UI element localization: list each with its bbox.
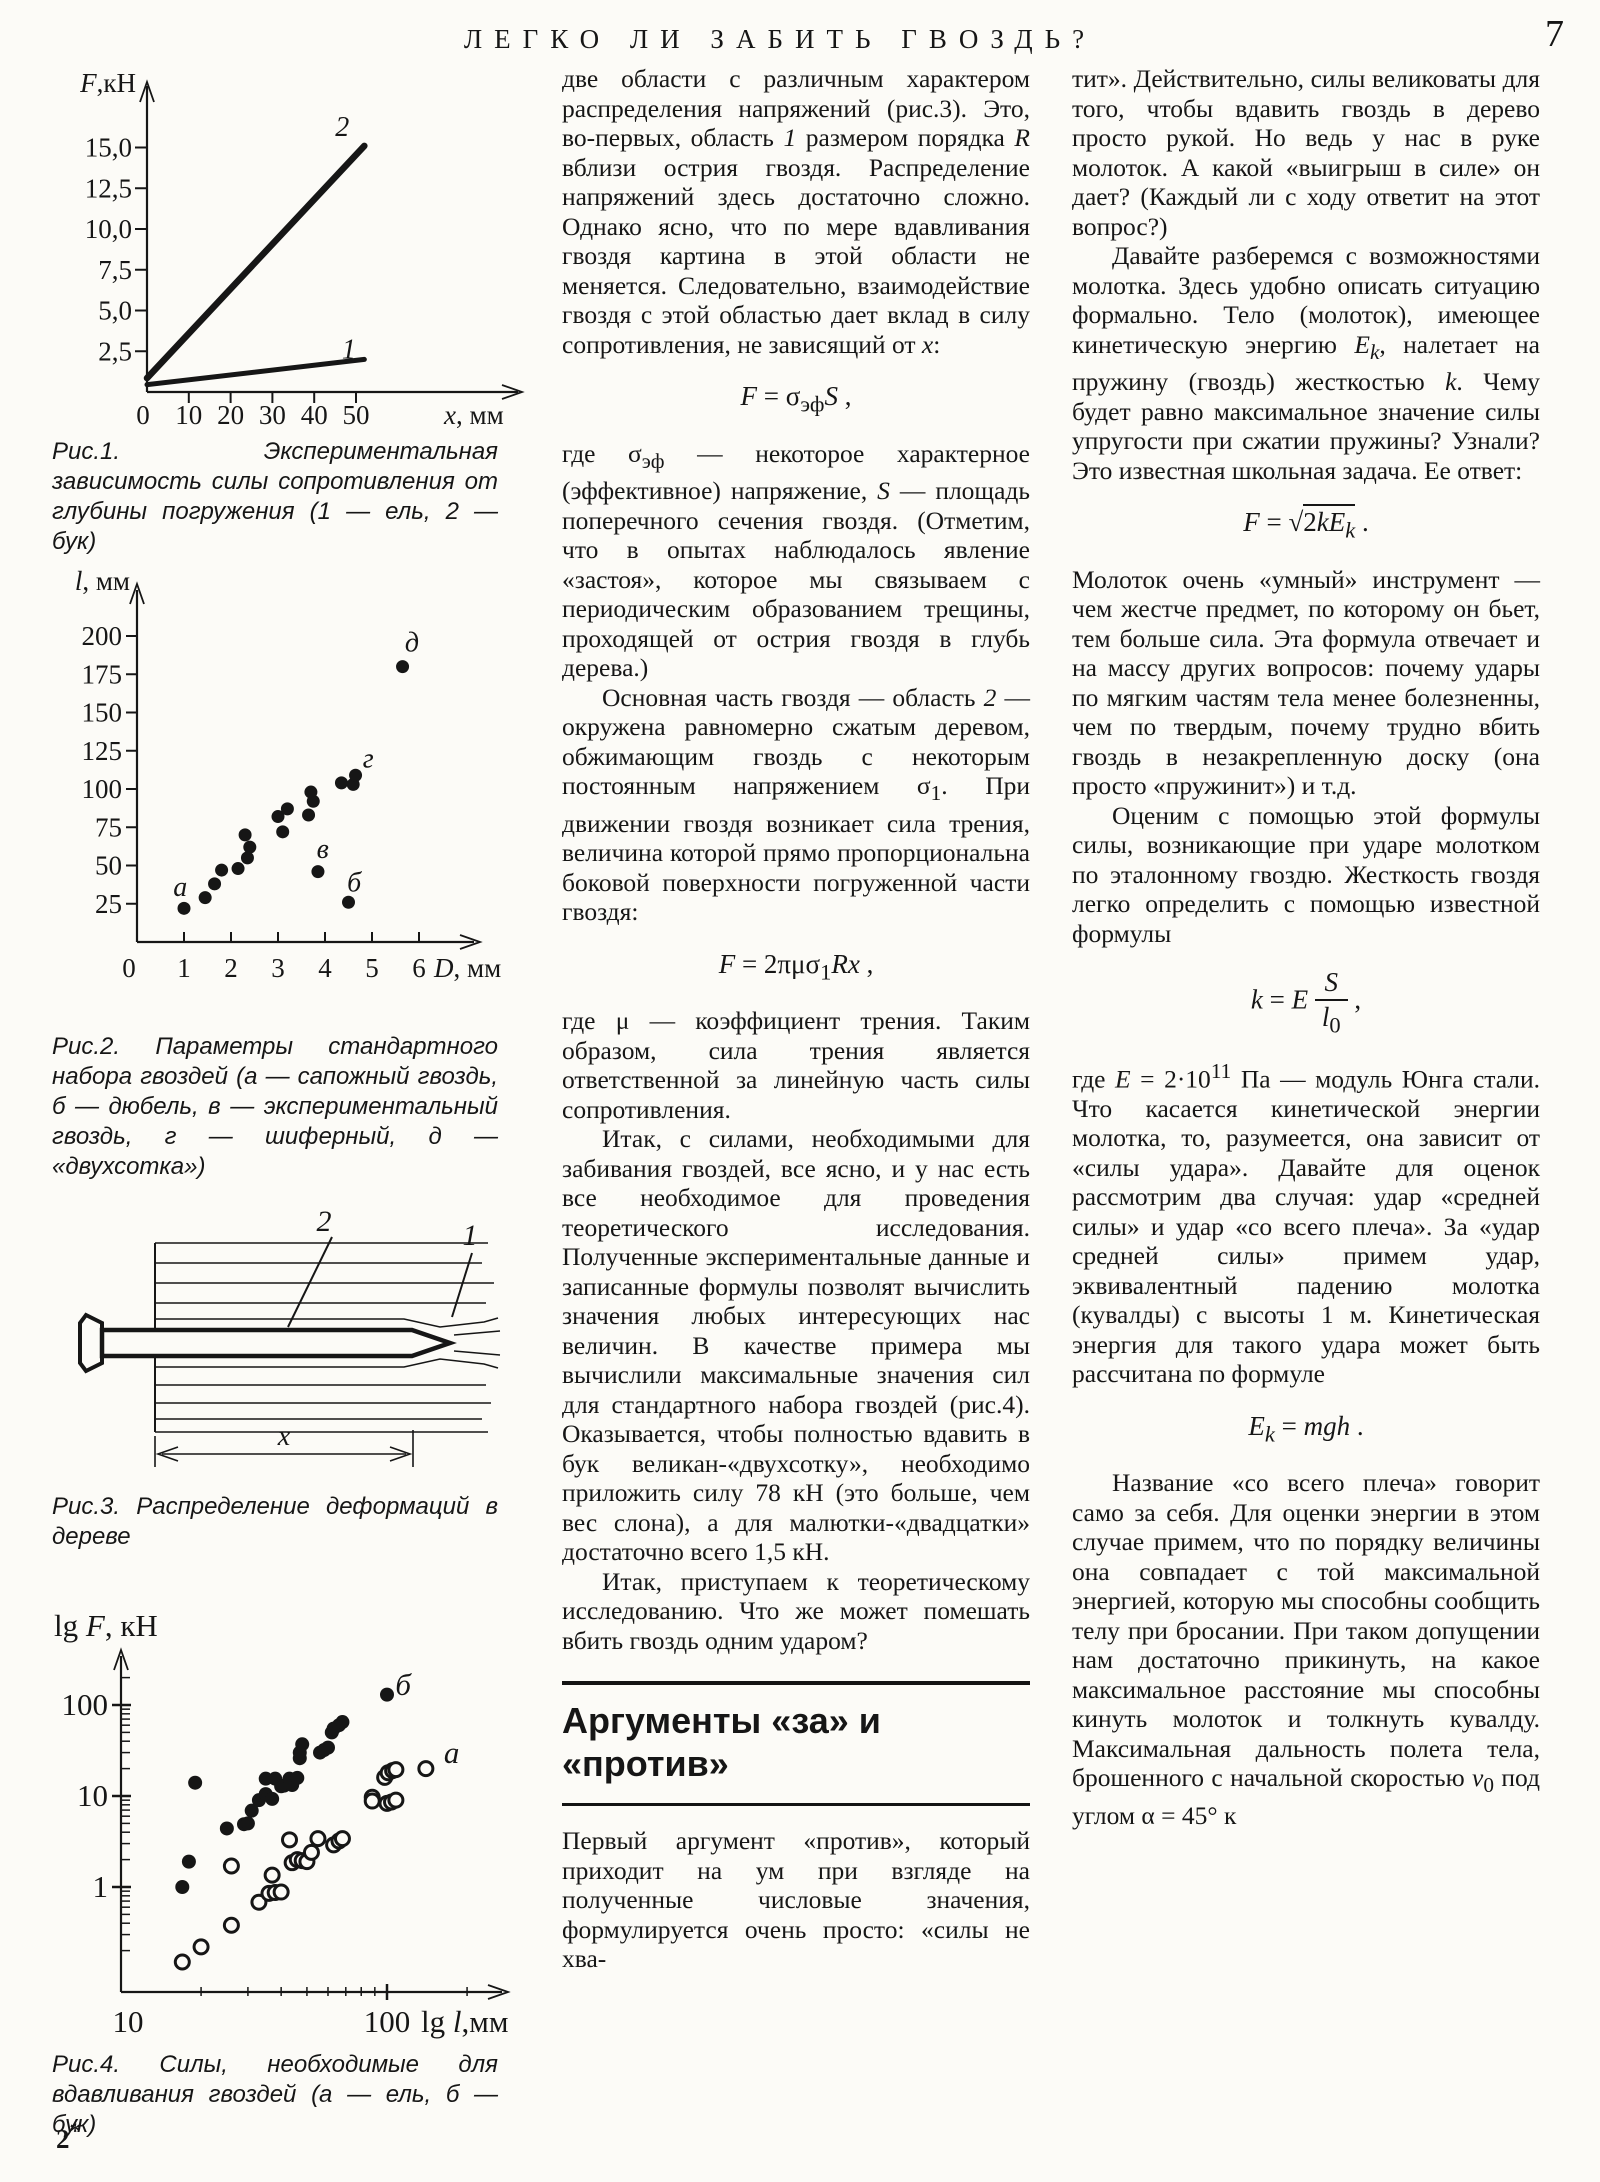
svg-text:2: 2 bbox=[335, 112, 349, 143]
svg-text:10: 10 bbox=[113, 2004, 144, 2039]
svg-text:12,5: 12,5 bbox=[85, 173, 132, 203]
svg-text:50: 50 bbox=[95, 851, 122, 881]
paragraph: Давайте разберемся с возможностями молот… bbox=[1072, 241, 1541, 485]
svg-text:д: д bbox=[405, 627, 419, 658]
paragraph: Первый аргумент «против», который приход… bbox=[562, 1826, 1030, 1974]
page-number: 7 bbox=[1545, 13, 1564, 55]
svg-text:30: 30 bbox=[259, 400, 286, 430]
figure-4-caption: Рис.4. Силы, необходимые для вдавливания… bbox=[52, 2051, 498, 2138]
paragraph: Основная часть гвоздя — область 2 — окру… bbox=[562, 682, 1031, 927]
svg-text:1: 1 bbox=[463, 1219, 478, 1252]
figure-3-caption: Рис.3. Распределение деформаций в дереве bbox=[52, 1493, 498, 1550]
svg-text:г: г bbox=[363, 744, 374, 775]
svg-text:в: в bbox=[317, 834, 329, 865]
svg-text:x, мм: x, мм bbox=[443, 400, 504, 430]
middle-column: две области с различным характером распр… bbox=[562, 64, 1030, 1974]
figure-2-scatter-chart: 25 50 75 100 125 150 175 200 0 1 2 3 4 5 6 l, мм D, мм а б… bbox=[36, 550, 536, 1025]
paragraph: где μ — коэффициент трения. Таким образо… bbox=[562, 1006, 1030, 1124]
formula-kinetic-energy: Ek = mgh . bbox=[1248, 1410, 1364, 1446]
svg-text:F,кН: F,кН bbox=[79, 68, 136, 98]
svg-text:1: 1 bbox=[93, 1869, 109, 1904]
paragraph: Название «со всего плеча» говорит само з… bbox=[1072, 1468, 1540, 1830]
right-column: тит». Действительно, силы великоваты для… bbox=[1072, 64, 1540, 1830]
svg-text:б: б bbox=[395, 1667, 412, 1702]
svg-text:100: 100 bbox=[364, 2004, 411, 2039]
svg-text:lg l,мм: lg l,мм bbox=[421, 2004, 508, 2039]
svg-text:6: 6 bbox=[412, 953, 426, 983]
paragraph: где E = 2·1011 Па — модуль Юнга стали. Ч… bbox=[1072, 1058, 1541, 1389]
svg-text:б: б bbox=[347, 868, 362, 899]
svg-text:50: 50 bbox=[343, 400, 370, 430]
section-heading: Аргументы «за» и «против» bbox=[562, 1681, 1030, 1807]
paragraph: Оценим с помощью этой формулы силы, возн… bbox=[1072, 800, 1540, 948]
paragraph: где σэф — некоторое характерное (эффекти… bbox=[562, 438, 1030, 683]
svg-text:15,0: 15,0 bbox=[85, 133, 132, 163]
paragraph: Итак, с силами, необходимыми для забиван… bbox=[562, 1124, 1030, 1567]
fig2-svg: 25 50 75 100 125 150 175 200 0 1 2 3 4 5 6 l, мм D, мм а б… bbox=[75, 566, 501, 983]
fig1-svg: 2,5 5,0 7,5 10,0 12,5 15,0 0 10 20 30 40 50 F,кН x, м… bbox=[79, 68, 525, 430]
fig3-svg: 2 1 x bbox=[78, 1205, 501, 1467]
svg-text:100: 100 bbox=[82, 774, 123, 804]
svg-text:0: 0 bbox=[136, 400, 150, 430]
svg-text:lg F, кН: lg F, кН bbox=[54, 1608, 158, 1643]
svg-text:l, мм: l, мм bbox=[75, 566, 130, 596]
svg-text:3: 3 bbox=[271, 953, 285, 983]
svg-text:0: 0 bbox=[122, 953, 136, 983]
svg-text:200: 200 bbox=[82, 621, 123, 651]
svg-text:20: 20 bbox=[217, 400, 244, 430]
svg-text:5,0: 5,0 bbox=[98, 296, 132, 326]
paragraph: Молоток очень «умный» инструмент — чем ж… bbox=[1072, 564, 1540, 801]
svg-text:10,0: 10,0 bbox=[85, 214, 132, 244]
svg-text:2,5: 2,5 bbox=[98, 336, 132, 366]
paragraph: Итак, приступаем к теоретическому исслед… bbox=[562, 1566, 1030, 1655]
formula-effective-stress: F = σэфS , bbox=[740, 381, 852, 417]
svg-text:10: 10 bbox=[175, 400, 202, 430]
formula-friction-force: F = 2πμσ1Rx , bbox=[718, 948, 874, 985]
svg-text:150: 150 bbox=[82, 698, 123, 728]
svg-text:4: 4 bbox=[318, 953, 332, 983]
svg-text:2: 2 bbox=[317, 1205, 332, 1238]
svg-text:175: 175 bbox=[82, 659, 123, 689]
fig4-svg: 1 10 100 10 100 lg l,мм lg F, кН ба bbox=[54, 1608, 511, 2039]
svg-text:25: 25 bbox=[95, 889, 122, 919]
svg-text:а: а bbox=[444, 1735, 460, 1770]
svg-text:125: 125 bbox=[82, 736, 123, 766]
svg-text:100: 100 bbox=[62, 1687, 109, 1722]
figure-3-nail-diagram: 2 1 x bbox=[36, 1205, 536, 1492]
formula-spring-force: F = √2kEk . bbox=[1072, 504, 1540, 545]
svg-text:10: 10 bbox=[77, 1778, 108, 1813]
page-title: ЛЕГКО ЛИ ЗАБИТЬ ГВОЗДЬ? bbox=[463, 24, 1097, 54]
svg-text:2: 2 bbox=[224, 953, 238, 983]
svg-text:75: 75 bbox=[95, 812, 122, 842]
paragraph: две области с различным характером распр… bbox=[562, 64, 1030, 359]
figure-2-caption: Рис.2. Параметры стандартного набора гво… bbox=[52, 1033, 498, 1180]
svg-text:1: 1 bbox=[177, 953, 191, 983]
svg-text:а: а bbox=[173, 872, 187, 903]
svg-text:D, мм: D, мм bbox=[433, 953, 501, 983]
svg-text:5: 5 bbox=[365, 953, 379, 983]
figure-1-caption: Рис.1. Экспериментальная зависимость сил… bbox=[52, 438, 498, 555]
figure-4-loglog-chart: 1 10 100 10 100 lg l,мм lg F, кН б а bbox=[36, 1592, 536, 2053]
signature-mark: 2* bbox=[56, 2118, 81, 2154]
svg-text:40: 40 bbox=[301, 400, 328, 430]
svg-text:x: x bbox=[277, 1421, 291, 1452]
svg-text:7,5: 7,5 bbox=[98, 255, 132, 285]
paragraph: тит». Действительно, силы великоваты для… bbox=[1072, 64, 1540, 241]
svg-text:1: 1 bbox=[342, 334, 356, 365]
figure-1-line-chart: 2,5 5,0 7,5 10,0 12,5 15,0 0 10 20 30 40 50 F,кН x, м… bbox=[36, 52, 536, 439]
